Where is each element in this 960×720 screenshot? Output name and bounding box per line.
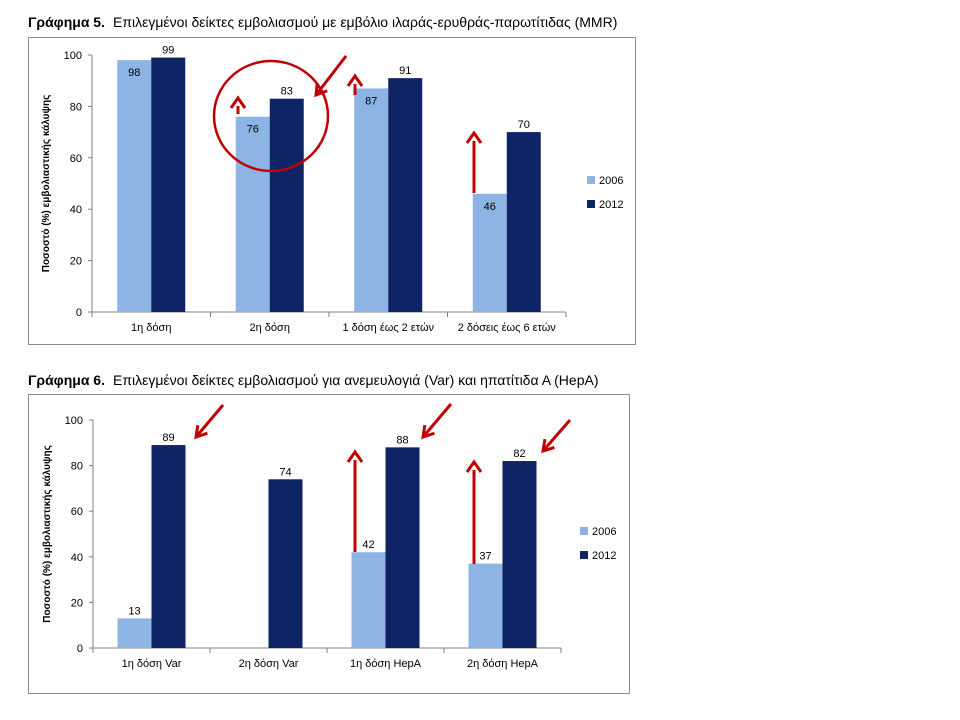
y-axis-label-2: Ποσοστό (%) εμβολιαστικής κάλυψης (42, 445, 53, 623)
legend-label-2-1: 2012 (592, 550, 616, 562)
chart-caption-text-2: Επιλεγμένοι δείκτες εμβολιασμού για ανεμ… (113, 372, 599, 388)
y-tick-label-1-4: 80 (70, 101, 82, 113)
y-tick-label-1-2: 40 (70, 204, 82, 216)
legend-label-1-1: 2012 (599, 199, 623, 211)
y-tick-label-2-1: 20 (71, 597, 83, 609)
annotation-arrow-diag-2-3-shaft (541, 419, 572, 452)
y-tick-label-2-5: 100 (65, 415, 83, 427)
legend-swatch-2-1 (580, 551, 588, 559)
data-label-1-2006-3: 46 (484, 201, 496, 213)
x-tick-label-1-1: 2η δόση (250, 322, 290, 334)
data-label-1-2012-2: 91 (399, 65, 411, 77)
y-tick-label-2-0: 0 (77, 643, 83, 655)
chart-caption-1: Γράφημα 5. Επιλεγμένοι δείκτες εμβολιασμο… (28, 14, 617, 30)
y-tick-label-1-3: 60 (70, 153, 82, 165)
x-tick-label-2-1: 2η δόση Var (239, 658, 299, 670)
y-tick-label-1-0: 0 (76, 307, 82, 319)
bar-1-2012-3 (506, 132, 541, 312)
data-label-2-2006-3: 37 (479, 551, 491, 563)
annotation-arrow-diag-2-1-shaft (194, 404, 225, 438)
annotation-arrow-up-2-1-head (346, 449, 364, 463)
bar-1-2012-2 (388, 78, 423, 312)
annotation-circle-1 (212, 59, 330, 173)
legend-label-2-0: 2006 (592, 526, 616, 538)
bar-2-2006-2 (351, 552, 386, 648)
legend-label-1-0: 2006 (599, 175, 623, 187)
annotation-arrow-diag-2-2-head (421, 424, 435, 440)
data-label-1-2006-0: 98 (128, 67, 140, 79)
x-tick-label-1-2: 1 δόση έως 2 ετών (342, 322, 434, 334)
legend-swatch-1-1 (587, 200, 595, 208)
annotation-arrow-up-1-3-head (465, 130, 483, 144)
bar-2-2012-2 (385, 447, 420, 648)
bar-1-2006-0 (117, 60, 152, 312)
annotation-arrow-diag-1-shaft (314, 55, 348, 96)
y-axis-label-1: Ποσοστό (%) εμβολιαστικής κάλυψης (41, 95, 52, 273)
legend-swatch-2-0 (580, 527, 588, 535)
data-label-2-2012-3: 82 (513, 448, 525, 460)
data-label-1-2012-3: 70 (518, 119, 530, 131)
data-label-1-2012-0: 99 (162, 45, 174, 57)
bar-1-2006-2 (354, 88, 389, 312)
bar-2-2012-0 (151, 445, 186, 648)
data-label-2-2012-2: 88 (396, 434, 408, 446)
x-tick-label-1-3: 2 δόσεις έως 6 ετών (458, 322, 557, 334)
x-tick-label-1-0: 1η δόση (131, 322, 171, 334)
x-tick-label-2-2: 1η δόση HepA (350, 658, 422, 670)
bar-1-2012-0 (151, 57, 186, 312)
bar-2-2006-0 (117, 618, 152, 648)
bar-1-2006-1 (235, 116, 270, 313)
bar-1-2006-3 (472, 193, 507, 312)
data-label-2-2012-1: 74 (279, 466, 291, 478)
data-label-2-2006-2: 42 (362, 539, 374, 551)
chart-caption-label-2: Γράφημα 6. (28, 372, 105, 388)
annotation-arrow-diag-2-1-head (194, 424, 208, 440)
y-tick-label-2-4: 80 (71, 461, 83, 473)
annotation-arrow-diag-2-3-head (541, 438, 555, 454)
data-label-2-2006-0: 13 (128, 605, 140, 617)
data-label-1-2006-2: 87 (365, 95, 377, 107)
bar-2-2012-1 (268, 479, 303, 648)
y-tick-label-2-3: 60 (71, 506, 83, 518)
bar-1-2012-1 (269, 98, 304, 312)
annotation-arrow-up-2-2-head (465, 459, 483, 473)
bar-2-2012-3 (502, 461, 537, 648)
data-label-1-2012-1: 83 (281, 86, 293, 98)
y-tick-label-2-2: 40 (71, 552, 83, 564)
bar-2-2006-3 (468, 563, 503, 648)
annotation-arrow-up-1-2-head (346, 73, 364, 87)
x-tick-label-2-3: 2η δόση HepA (467, 658, 539, 670)
chart-caption-label-1: Γράφημα 5. (28, 14, 105, 30)
annotation-arrow-diag-2-2-shaft (421, 403, 453, 438)
x-tick-label-2-0: 1η δόση Var (122, 658, 182, 670)
legend-swatch-1-0 (587, 176, 595, 184)
data-label-2-2012-0: 89 (162, 432, 174, 444)
annotation-arrow-diag-1-head (314, 82, 328, 98)
chart-caption-text-1: Επιλεγμένοι δείκτες εμβολιασμού με εμβόλ… (113, 14, 618, 30)
annotation-arrow-up-1-1-head (229, 95, 247, 109)
chart-caption-2: Γράφημα 6. Επιλεγμένοι δείκτες εμβολιασμο… (28, 372, 599, 388)
y-tick-label-1-1: 20 (70, 256, 82, 268)
y-tick-label-1-5: 100 (64, 50, 82, 62)
data-label-1-2006-1: 76 (247, 124, 259, 136)
